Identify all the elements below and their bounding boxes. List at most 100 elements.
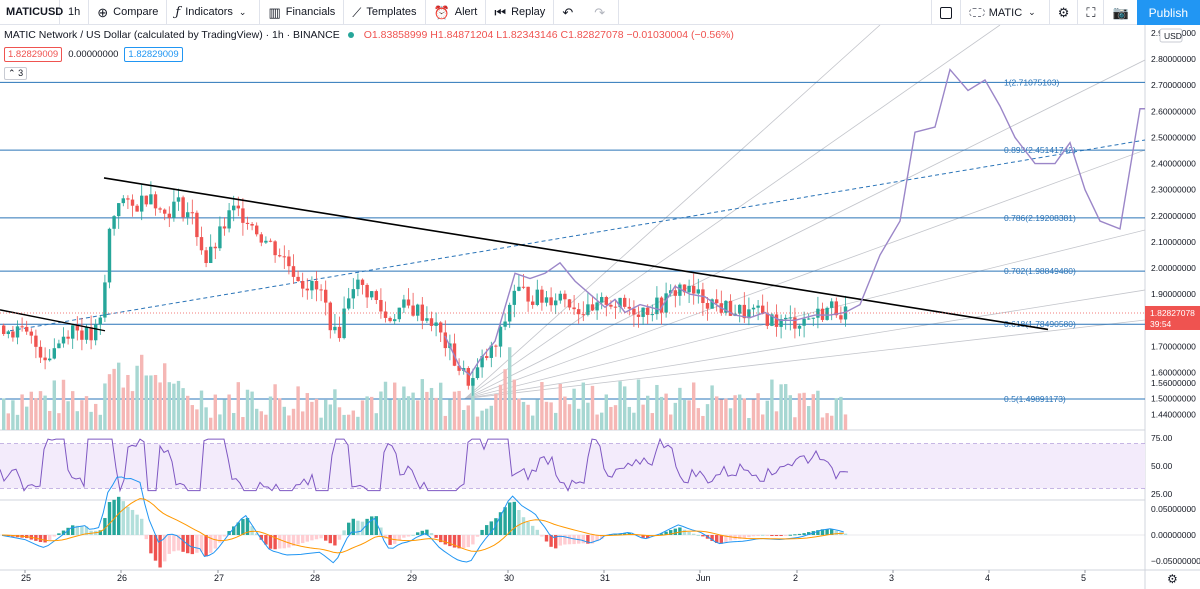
- alert-label: Alert: [454, 6, 478, 18]
- volume-bar: [347, 414, 351, 430]
- candle-body: [314, 280, 319, 290]
- volume-bar: [259, 411, 263, 430]
- volume-bar: [627, 406, 631, 430]
- macd-bar: [434, 535, 438, 538]
- volume-bar: [287, 415, 291, 430]
- macd-bar: [98, 530, 102, 535]
- candle-body: [816, 308, 820, 318]
- volume-bar: [535, 399, 539, 430]
- volume-bar: [811, 394, 815, 430]
- volume-bar: [521, 401, 526, 430]
- volume-bar: [379, 391, 383, 430]
- macd-bar: [301, 535, 305, 544]
- macd-bar: [268, 535, 273, 549]
- volume-bar: [728, 408, 733, 430]
- time-tick-label: Jun: [696, 573, 711, 583]
- candle-body: [98, 317, 102, 325]
- volume-bar: [480, 410, 484, 430]
- macd-bar: [411, 534, 415, 536]
- macd-bar: [222, 535, 227, 537]
- undo-button[interactable]: ↶: [554, 0, 586, 25]
- indicators-button[interactable]: ƒ Indicators ⌄: [167, 0, 261, 25]
- interval-button[interactable]: 1h: [60, 0, 90, 25]
- macd-bar: [360, 521, 365, 535]
- macd-bar: [199, 535, 204, 552]
- volume-bar: [209, 417, 213, 430]
- macd-bar: [245, 517, 250, 535]
- templates-button[interactable]: ⟋ Templates: [344, 0, 426, 25]
- volume-bar: [595, 414, 599, 430]
- macd-bar: [646, 535, 650, 539]
- watchlist-symbol[interactable]: MATIC ⌄: [959, 0, 1049, 25]
- volume-bar: [632, 412, 636, 430]
- candle-body: [715, 299, 719, 304]
- macd-tick-label: 0.00000000: [1151, 530, 1196, 540]
- candle-body: [420, 304, 424, 321]
- compare-button[interactable]: ⊕ Compare: [89, 0, 168, 25]
- collapse-chevron-icon: ⌃: [8, 68, 16, 78]
- snapshot-button[interactable]: 📷: [1103, 0, 1136, 25]
- financials-label: Financials: [285, 6, 336, 18]
- settings-button[interactable]: ⚙: [1048, 0, 1078, 25]
- macd-bar: [314, 535, 319, 540]
- chart-legend: MATIC Network / US Dollar (calculated by…: [4, 29, 734, 41]
- macd-bar: [158, 535, 162, 568]
- volume-bar: [650, 413, 654, 430]
- candle-body: [466, 368, 470, 386]
- volume-bar: [356, 416, 360, 430]
- macd-bar: [595, 535, 599, 542]
- volume-bar: [434, 397, 438, 430]
- macd-bar: [38, 535, 43, 543]
- macd-bar: [425, 529, 429, 535]
- financials-button[interactable]: ▥ Financials: [260, 0, 345, 25]
- fullscreen-button[interactable]: ⛶: [1077, 0, 1103, 25]
- macd-bar: [678, 527, 682, 535]
- volume-bar: [485, 408, 489, 430]
- macd-bar: [388, 535, 392, 545]
- macd-bar: [719, 535, 723, 544]
- candle-body: [282, 256, 286, 258]
- volume-bar: [761, 414, 765, 430]
- candle-body: [751, 307, 756, 310]
- candle-body: [434, 322, 438, 326]
- volume-bar: [126, 374, 130, 430]
- macd-bar: [466, 535, 470, 548]
- macd-bar: [52, 535, 56, 537]
- redo-button[interactable]: ↷: [586, 0, 620, 25]
- volume-bar: [268, 396, 273, 430]
- volume-bar: [374, 413, 378, 430]
- volume-bar: [443, 415, 447, 430]
- candle-body: [784, 317, 788, 320]
- macd-bar: [554, 535, 558, 549]
- candle-body: [360, 279, 365, 285]
- macd-bar: [692, 533, 696, 535]
- volume-bar: [682, 400, 687, 430]
- volume-bar: [163, 363, 167, 430]
- alert-button[interactable]: ⏰ Alert: [426, 0, 487, 25]
- price-tick-label: 2.10000000: [1151, 237, 1196, 247]
- layout-button[interactable]: [930, 0, 960, 25]
- candle-body: [227, 210, 231, 229]
- volume-bar: [172, 383, 176, 430]
- candle-body: [305, 288, 309, 291]
- time-tick-label: 26: [117, 573, 127, 583]
- fullscreen-icon: ⛶: [1086, 5, 1096, 20]
- last-price-label: 1.82827078: [1150, 308, 1195, 318]
- macd-bar: [356, 520, 360, 535]
- macd-bar: [172, 535, 176, 552]
- volume-bar: [310, 401, 314, 430]
- symbol-search[interactable]: MATICUSD: [0, 0, 63, 25]
- macd-bar: [135, 514, 139, 535]
- publish-button[interactable]: Publish: [1136, 0, 1200, 25]
- volume-bar: [388, 399, 392, 430]
- indicator-collapse-button[interactable]: ⌃ 3: [4, 67, 28, 80]
- rsi-tick-label: 75.00: [1151, 433, 1173, 443]
- macd-bar: [61, 530, 66, 535]
- macd-bar: [802, 533, 806, 535]
- chart-canvas[interactable]: 1(2.71075103) 0.893(2.45141742) 0.786(2.19…: [0, 25, 1200, 589]
- function-icon: ƒ: [175, 4, 181, 20]
- volume-bar: [80, 400, 84, 430]
- macd-bar: [512, 501, 516, 535]
- volume-bar: [34, 398, 38, 430]
- replay-button[interactable]: ⏮ Replay: [486, 0, 555, 25]
